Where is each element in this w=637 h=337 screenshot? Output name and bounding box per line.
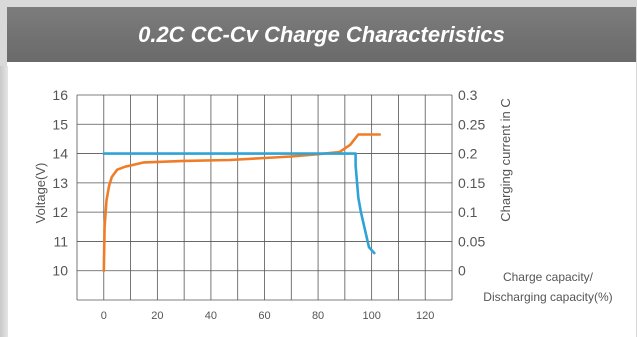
x-tick-label: 0 [101, 310, 107, 322]
x-tick-label: 60 [258, 310, 270, 322]
y2-tick-label: 0.05 [458, 233, 485, 249]
y-tick-label: 13 [52, 175, 68, 191]
left-shadow-edge [0, 66, 8, 337]
x-tick-label: 80 [312, 310, 324, 322]
x-tick-label: 120 [416, 310, 434, 322]
chart-card: 0.2C CC-Cv Charge Characteristics [7, 7, 636, 337]
x-axis-label-line-2: Discharging capacity(%) [483, 290, 612, 304]
y2-tick-label: 0.25 [458, 116, 485, 132]
y-tick-label: 16 [52, 87, 68, 103]
x-axis-label-line-1: Charge capacity/ [503, 270, 594, 284]
y-tick-label: 15 [52, 116, 68, 132]
y2-tick-label: 0 [458, 263, 466, 279]
y-tick-label: 11 [53, 233, 68, 249]
y2-tick-label: 0.1 [458, 204, 478, 220]
y-tick-label: 14 [52, 146, 68, 162]
y-tick-label: 12 [52, 204, 68, 220]
chart-title: 0.2C CC-Cv Charge Characteristics [7, 7, 636, 62]
y2-tick-label: 0.15 [458, 175, 485, 191]
y-tick-label: 10 [52, 263, 68, 279]
voltage-series-line [102, 133, 382, 273]
x-tick-label: 20 [151, 310, 163, 322]
x-tick-label: 40 [205, 310, 217, 322]
y-axis-label: Voltage(V) [33, 163, 48, 224]
y2-tick-label: 0.3 [458, 87, 478, 103]
current-series-line [102, 152, 376, 255]
x-tick-label: 100 [362, 310, 380, 322]
y2-tick-label: 0.2 [458, 146, 478, 162]
y2-axis-label: Charging current in C [498, 98, 513, 222]
